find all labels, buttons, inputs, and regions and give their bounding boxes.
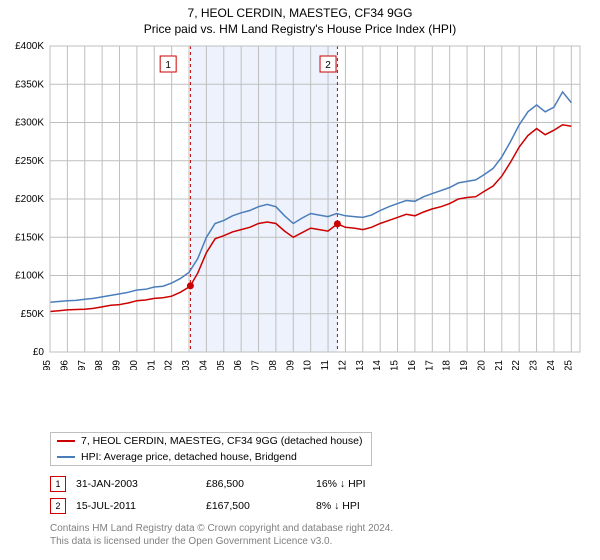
svg-text:2012: 2012 [337, 360, 348, 370]
svg-text:2016: 2016 [407, 360, 418, 370]
svg-text:2015: 2015 [390, 360, 401, 370]
svg-text:£50K: £50K [21, 309, 45, 320]
svg-text:2024: 2024 [546, 360, 557, 370]
svg-text:2021: 2021 [494, 360, 505, 370]
svg-text:2025: 2025 [563, 360, 574, 370]
svg-text:1995: 1995 [42, 360, 53, 370]
svg-text:2003: 2003 [181, 360, 192, 370]
sale-marker-icon: 1 [50, 476, 66, 492]
svg-text:1: 1 [165, 60, 171, 71]
sale-annotation: 1 31-JAN-2003 £86,500 16% ↓ HPI [50, 476, 366, 492]
chart-legend: 7, HEOL CERDIN, MAESTEG, CF34 9GG (detac… [50, 432, 372, 466]
legend-swatch [57, 456, 75, 458]
svg-text:2000: 2000 [129, 360, 140, 370]
svg-text:2018: 2018 [442, 360, 453, 370]
svg-text:£250K: £250K [15, 156, 44, 167]
sale-delta: 16% ↓ HPI [316, 478, 366, 490]
svg-text:2011: 2011 [320, 360, 331, 370]
svg-text:2014: 2014 [372, 360, 383, 370]
legend-label: HPI: Average price, detached house, Brid… [81, 451, 297, 463]
svg-text:2: 2 [325, 60, 331, 71]
legend-item: HPI: Average price, detached house, Brid… [51, 449, 371, 465]
svg-text:2023: 2023 [529, 360, 540, 370]
sale-price: £167,500 [206, 500, 316, 512]
svg-text:£350K: £350K [15, 79, 44, 90]
svg-text:£150K: £150K [15, 232, 44, 243]
svg-text:2022: 2022 [511, 360, 522, 370]
sale-annotation: 2 15-JUL-2011 £167,500 8% ↓ HPI [50, 498, 360, 514]
svg-text:2001: 2001 [146, 360, 157, 370]
svg-text:2017: 2017 [424, 360, 435, 370]
sale-date: 15-JUL-2011 [76, 500, 206, 512]
svg-text:2002: 2002 [164, 360, 175, 370]
svg-text:£400K: £400K [15, 41, 44, 52]
svg-text:2006: 2006 [233, 360, 244, 370]
sale-price: £86,500 [206, 478, 316, 490]
svg-text:2004: 2004 [198, 360, 209, 370]
legend-label: 7, HEOL CERDIN, MAESTEG, CF34 9GG (detac… [81, 435, 362, 447]
price-chart: £0 £50K £100K £150K £200K £250K £300K £350K £400… [0, 0, 600, 370]
svg-text:£0: £0 [33, 347, 45, 358]
svg-text:2007: 2007 [251, 360, 262, 370]
footer-line: This data is licensed under the Open Gov… [50, 535, 393, 548]
svg-text:1999: 1999 [112, 360, 123, 370]
legend-swatch [57, 440, 75, 442]
svg-text:2013: 2013 [355, 360, 366, 370]
svg-text:2020: 2020 [476, 360, 487, 370]
legend-item: 7, HEOL CERDIN, MAESTEG, CF34 9GG (detac… [51, 433, 371, 449]
sale-delta: 8% ↓ HPI [316, 500, 360, 512]
footer-line: Contains HM Land Registry data © Crown c… [50, 522, 393, 535]
svg-text:2005: 2005 [216, 360, 227, 370]
svg-text:£300K: £300K [15, 118, 44, 129]
svg-text:2019: 2019 [459, 360, 470, 370]
svg-text:1997: 1997 [77, 360, 88, 370]
svg-text:2009: 2009 [285, 360, 296, 370]
svg-text:1996: 1996 [59, 360, 70, 370]
sale-date: 31-JAN-2003 [76, 478, 206, 490]
sale-marker-icon: 2 [50, 498, 66, 514]
svg-text:£100K: £100K [15, 271, 44, 282]
svg-text:1998: 1998 [94, 360, 105, 370]
svg-text:2008: 2008 [268, 360, 279, 370]
svg-text:£200K: £200K [15, 194, 44, 205]
footer-attribution: Contains HM Land Registry data © Crown c… [50, 522, 393, 548]
svg-text:2010: 2010 [303, 360, 314, 370]
